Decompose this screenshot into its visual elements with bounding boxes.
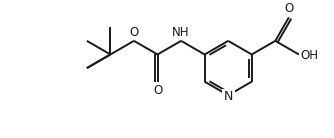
Text: O: O [153, 84, 162, 97]
Text: O: O [129, 26, 139, 39]
Text: NH: NH [172, 26, 190, 39]
Text: N: N [223, 90, 233, 103]
Text: OH: OH [301, 49, 319, 63]
Text: O: O [284, 2, 294, 15]
